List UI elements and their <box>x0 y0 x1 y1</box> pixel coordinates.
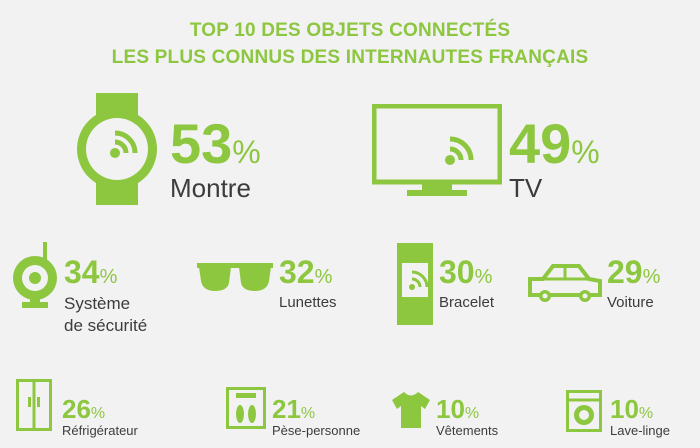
bracelet-icon <box>397 243 433 325</box>
fridge-icon <box>16 379 52 431</box>
label-lunettes: Lunettes <box>279 294 337 311</box>
label-voiture: Voiture <box>607 294 654 311</box>
percent-voiture: 29% <box>607 254 661 290</box>
label-systeme-securite-line-2: de sécurité <box>64 316 148 335</box>
percent-tv: 49% <box>509 112 600 175</box>
label-lave-linge: Lave-linge <box>610 423 670 438</box>
label-pese-personne: Pèse-personne <box>272 423 361 438</box>
car-icon <box>527 263 603 303</box>
percent-lunettes: 32% <box>279 254 333 290</box>
percent-vetements: 10% <box>436 394 480 424</box>
washing-machine-icon <box>566 390 602 432</box>
watch-icon <box>76 93 158 205</box>
title-line-2: LES PLUS CONNUS DES INTERNAUTES FRANÇAIS <box>111 47 589 68</box>
label-bracelet: Bracelet <box>439 294 495 311</box>
percent-montre: 53% <box>170 112 261 175</box>
percent-bracelet: 30% <box>439 254 493 290</box>
glasses-icon <box>197 263 273 293</box>
security-camera-icon <box>10 242 60 316</box>
percent-systeme-securite: 34% <box>64 254 118 290</box>
tshirt-icon <box>392 392 430 428</box>
label-refrigerateur: Réfrigérateur <box>62 423 138 438</box>
title-line-1: TOP 10 DES OBJETS CONNECTÉS <box>189 20 511 41</box>
scale-icon <box>226 387 266 429</box>
label-tv: TV <box>509 173 543 203</box>
label-systeme-securite-line-1: Système <box>64 294 131 313</box>
percent-refrigerateur: 26% <box>62 394 106 424</box>
label-montre: Montre <box>170 173 251 203</box>
tv-icon <box>372 104 502 200</box>
label-vetements: Vêtements <box>436 423 499 438</box>
percent-pese-personne: 21% <box>272 394 316 424</box>
percent-lave-linge: 10% <box>610 394 654 424</box>
